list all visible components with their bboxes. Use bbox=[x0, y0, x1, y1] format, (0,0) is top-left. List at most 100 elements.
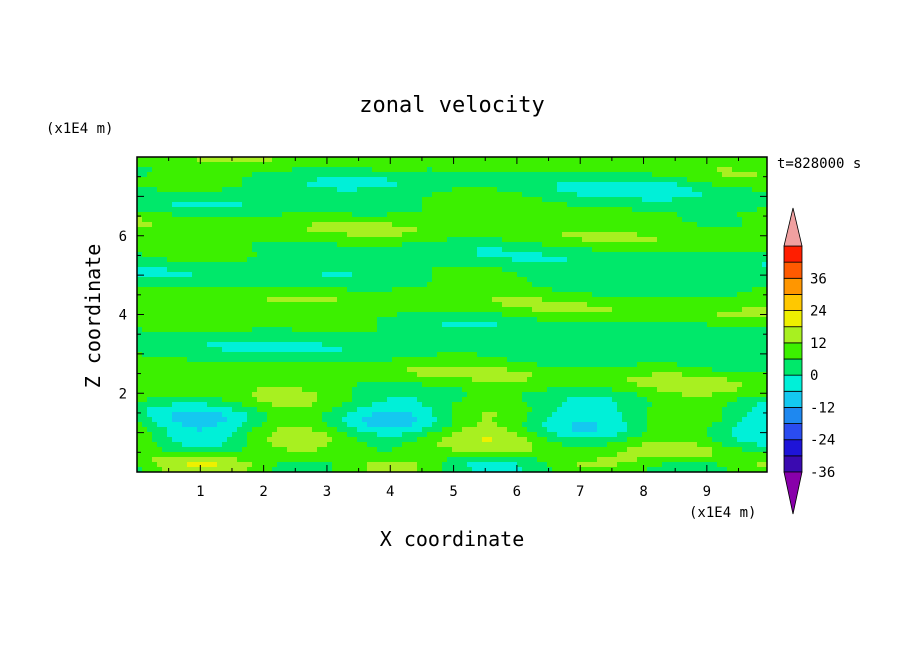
field-cell bbox=[232, 227, 238, 233]
field-cell bbox=[317, 297, 323, 303]
field-cell bbox=[257, 162, 263, 168]
field-cell bbox=[162, 187, 168, 193]
field-cell bbox=[417, 352, 423, 358]
field-cell bbox=[412, 322, 418, 328]
field-cell bbox=[252, 262, 258, 268]
field-cell bbox=[392, 227, 398, 233]
field-cell bbox=[502, 242, 508, 248]
field-cell bbox=[622, 157, 628, 163]
field-cell bbox=[182, 167, 188, 173]
field-cell bbox=[467, 317, 473, 323]
field-cell bbox=[407, 282, 413, 288]
field-cell bbox=[717, 177, 723, 183]
field-cell bbox=[437, 287, 443, 293]
field-cell bbox=[582, 282, 588, 288]
field-cell bbox=[652, 312, 658, 318]
field-cell bbox=[282, 202, 288, 208]
field-cell bbox=[642, 262, 648, 268]
field-cell bbox=[267, 297, 273, 303]
field-cell bbox=[547, 172, 553, 178]
field-cell bbox=[707, 232, 713, 238]
field-cell bbox=[597, 167, 603, 173]
field-cell bbox=[602, 337, 608, 343]
field-cell bbox=[397, 202, 403, 208]
field-cell bbox=[642, 267, 648, 273]
field-cell bbox=[167, 332, 173, 338]
field-cell bbox=[672, 297, 678, 303]
field-cell bbox=[432, 192, 438, 198]
field-cell bbox=[517, 302, 523, 308]
field-cell bbox=[727, 347, 733, 353]
field-cell bbox=[692, 157, 698, 163]
field-cell bbox=[207, 237, 213, 243]
field-cell bbox=[627, 182, 633, 188]
field-cell bbox=[222, 297, 228, 303]
field-cell bbox=[487, 322, 493, 328]
field-cell bbox=[502, 232, 508, 238]
field-cell bbox=[397, 177, 403, 183]
field-cell bbox=[232, 332, 238, 338]
field-cell bbox=[747, 167, 753, 173]
field-cell bbox=[207, 292, 213, 298]
field-cell bbox=[472, 322, 478, 328]
field-cell bbox=[352, 167, 358, 173]
field-cell bbox=[387, 207, 393, 213]
field-cell bbox=[627, 322, 633, 328]
field-cell bbox=[657, 337, 663, 343]
field-cell bbox=[362, 207, 368, 213]
field-cell bbox=[397, 342, 403, 348]
field-cell bbox=[227, 157, 233, 163]
field-cell bbox=[502, 312, 508, 318]
field-cell bbox=[447, 312, 453, 318]
field-cell bbox=[617, 207, 623, 213]
field-cell bbox=[657, 332, 663, 338]
field-cell bbox=[717, 222, 723, 228]
field-cell bbox=[622, 217, 628, 223]
field-cell bbox=[137, 337, 143, 343]
field-cell bbox=[652, 207, 658, 213]
field-cell bbox=[587, 222, 593, 228]
field-cell bbox=[242, 297, 248, 303]
field-cell bbox=[737, 227, 743, 233]
field-cell bbox=[177, 222, 183, 228]
field-cell bbox=[257, 252, 263, 258]
field-cell bbox=[457, 287, 463, 293]
field-cell bbox=[237, 252, 243, 258]
field-cell bbox=[237, 222, 243, 228]
field-cell bbox=[567, 202, 573, 208]
field-cell bbox=[377, 337, 383, 343]
field-cell bbox=[757, 217, 763, 223]
field-cell bbox=[172, 207, 178, 213]
field-cell bbox=[672, 272, 678, 278]
field-cell bbox=[567, 262, 573, 268]
field-cell bbox=[602, 262, 608, 268]
field-cell bbox=[462, 302, 468, 308]
field-cell bbox=[267, 162, 273, 168]
field-cell bbox=[397, 252, 403, 258]
field-cell bbox=[202, 192, 208, 198]
field-cell bbox=[282, 312, 288, 318]
field-cell bbox=[687, 172, 693, 178]
field-cell bbox=[627, 277, 633, 283]
field-cell bbox=[622, 342, 628, 348]
field-cell bbox=[642, 177, 648, 183]
field-cell bbox=[392, 182, 398, 188]
field-cell bbox=[397, 222, 403, 228]
field-cell bbox=[447, 322, 453, 328]
field-cell bbox=[377, 347, 383, 353]
field-cell bbox=[517, 347, 523, 353]
field-cell bbox=[277, 352, 283, 358]
field-cell bbox=[502, 307, 508, 313]
field-cell bbox=[757, 347, 763, 353]
field-cell bbox=[602, 157, 608, 163]
field-cell bbox=[307, 157, 313, 163]
field-cell bbox=[147, 217, 153, 223]
field-cell bbox=[337, 177, 343, 183]
field-cell bbox=[677, 192, 683, 198]
field-cell bbox=[392, 352, 398, 358]
field-cell bbox=[592, 242, 598, 248]
field-cell bbox=[727, 207, 733, 213]
field-cell bbox=[247, 162, 253, 168]
field-cell bbox=[677, 282, 683, 288]
field-cell bbox=[357, 282, 363, 288]
